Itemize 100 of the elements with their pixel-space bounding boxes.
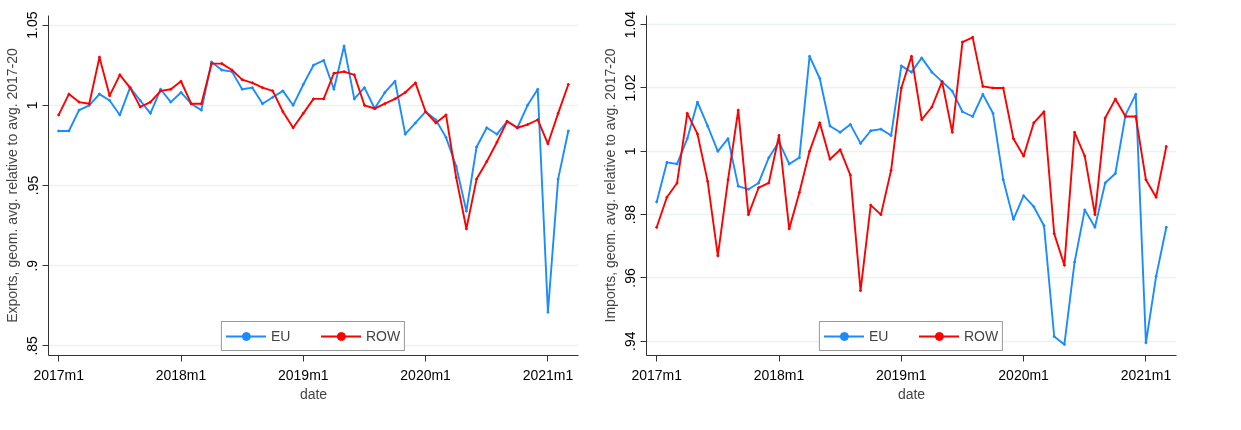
x-tick-label: 2021m1 — [1120, 366, 1172, 383]
point — [312, 63, 315, 67]
point — [726, 178, 730, 182]
point — [1001, 178, 1005, 182]
x-tick-label: 2018m1 — [753, 366, 805, 383]
point — [665, 160, 669, 164]
legend-label: ROW — [963, 328, 999, 344]
point — [767, 156, 771, 160]
point — [1113, 171, 1117, 175]
point — [960, 110, 964, 114]
point — [383, 102, 387, 106]
y-tick-label: 1.02 — [622, 74, 639, 102]
point — [526, 103, 530, 107]
point — [556, 111, 560, 115]
x-tick-label: 2017m1 — [33, 366, 85, 383]
point — [546, 310, 550, 314]
x-axis-title: date — [299, 385, 328, 402]
y-tick-label: 1 — [622, 147, 639, 156]
point — [301, 82, 305, 86]
point — [1083, 154, 1087, 158]
point — [240, 78, 244, 82]
point — [464, 209, 468, 213]
y-tick-label: 1 — [24, 101, 41, 110]
y-axis-title: Exports, geom. avg. relative to avg. 2017-20 — [3, 47, 20, 323]
point — [179, 90, 183, 94]
y-tick-label: .85 — [24, 335, 41, 356]
y-tick-label: .94 — [622, 331, 639, 351]
point — [148, 111, 152, 115]
point — [695, 100, 699, 104]
point — [271, 95, 275, 99]
point — [746, 187, 750, 191]
point — [920, 118, 924, 122]
point — [403, 90, 407, 94]
x-tick-label: 2019m1 — [876, 366, 927, 383]
point — [220, 68, 224, 72]
point — [413, 121, 417, 125]
point — [869, 203, 873, 207]
point — [108, 99, 112, 102]
point — [1164, 225, 1168, 229]
point — [726, 137, 730, 141]
point — [97, 55, 101, 59]
point — [475, 145, 479, 149]
y-tick-label: .9 — [24, 259, 41, 272]
point — [67, 129, 71, 133]
point — [675, 181, 679, 185]
point — [352, 73, 356, 77]
point — [342, 44, 346, 48]
point — [261, 86, 265, 90]
point — [716, 149, 720, 153]
y-axis-title: Imports, geom. avg. relative to avg. 2017-20 — [601, 48, 618, 323]
point — [362, 103, 366, 107]
point — [675, 162, 679, 166]
point — [655, 225, 659, 229]
point — [281, 89, 285, 93]
point — [261, 102, 265, 106]
point — [920, 56, 924, 60]
x-tick-label: 2018m1 — [155, 366, 207, 383]
point — [108, 94, 112, 98]
y-tick-label: 1.05 — [24, 11, 41, 39]
point — [495, 132, 499, 136]
point — [199, 108, 203, 112]
point — [859, 289, 863, 293]
point — [546, 142, 550, 146]
point — [362, 86, 366, 90]
point — [1032, 121, 1036, 125]
point — [767, 181, 771, 185]
point — [655, 200, 659, 204]
point — [250, 81, 254, 85]
y-tick-label: .95 — [24, 175, 41, 196]
x-axis-title: date — [897, 385, 926, 402]
point — [1164, 145, 1168, 149]
point — [342, 70, 346, 74]
y-tick-label: 1.04 — [622, 10, 639, 39]
point — [910, 54, 913, 58]
point — [797, 156, 801, 160]
point — [848, 122, 852, 126]
point — [1042, 110, 1046, 114]
point — [818, 77, 822, 80]
point — [403, 132, 407, 136]
point — [383, 90, 387, 94]
point — [808, 54, 812, 58]
point — [1011, 137, 1015, 141]
legend-label: EU — [868, 328, 889, 344]
point — [930, 105, 934, 109]
point — [960, 40, 964, 44]
point — [838, 148, 842, 152]
point — [818, 121, 822, 125]
point — [301, 111, 305, 115]
point — [1093, 225, 1097, 229]
point — [1144, 341, 1148, 345]
point — [991, 111, 995, 115]
point — [1062, 342, 1066, 346]
y-tick-label: .96 — [622, 267, 639, 288]
point — [889, 133, 893, 137]
point — [77, 108, 81, 112]
point — [1144, 178, 1148, 182]
point — [271, 89, 275, 93]
x-tick-label: 2021m1 — [522, 366, 574, 383]
point — [685, 111, 689, 115]
point — [495, 140, 499, 144]
